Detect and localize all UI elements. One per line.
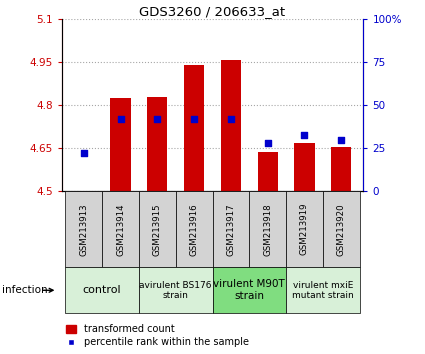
Text: GSM213918: GSM213918 bbox=[263, 203, 272, 256]
Text: GSM213916: GSM213916 bbox=[190, 203, 198, 256]
Bar bbox=[65, 267, 139, 313]
Text: control: control bbox=[83, 285, 122, 295]
Point bbox=[338, 137, 345, 143]
Bar bbox=[184, 65, 204, 191]
Bar bbox=[74, 190, 94, 191]
Text: virulent M90T
strain: virulent M90T strain bbox=[213, 279, 285, 301]
Text: GSM213919: GSM213919 bbox=[300, 203, 309, 256]
Point bbox=[191, 116, 198, 122]
Bar bbox=[286, 191, 323, 267]
Text: GSM213917: GSM213917 bbox=[227, 203, 235, 256]
Bar bbox=[221, 59, 241, 191]
Text: virulent mxiE
mutant strain: virulent mxiE mutant strain bbox=[292, 281, 354, 300]
Text: GSM213913: GSM213913 bbox=[79, 203, 88, 256]
Bar bbox=[139, 191, 176, 267]
Bar bbox=[212, 191, 249, 267]
Bar bbox=[176, 191, 212, 267]
Point bbox=[227, 116, 234, 122]
Point bbox=[80, 150, 87, 156]
Bar bbox=[102, 191, 139, 267]
Bar bbox=[249, 191, 286, 267]
Bar bbox=[139, 267, 212, 313]
Legend: transformed count, percentile rank within the sample: transformed count, percentile rank withi… bbox=[66, 325, 249, 347]
Bar bbox=[286, 267, 360, 313]
Point bbox=[301, 132, 308, 137]
Text: avirulent BS176
strain: avirulent BS176 strain bbox=[139, 281, 212, 300]
Bar bbox=[110, 98, 130, 191]
Bar bbox=[147, 97, 167, 191]
Bar bbox=[323, 191, 360, 267]
Text: GSM213920: GSM213920 bbox=[337, 203, 346, 256]
Text: infection: infection bbox=[2, 285, 48, 295]
Bar bbox=[212, 267, 286, 313]
Bar bbox=[331, 147, 351, 191]
Point bbox=[154, 116, 161, 122]
FancyArrowPatch shape bbox=[43, 289, 53, 292]
Point bbox=[117, 116, 124, 122]
Point bbox=[264, 140, 271, 146]
Text: GSM213914: GSM213914 bbox=[116, 203, 125, 256]
Bar bbox=[65, 191, 102, 267]
Bar bbox=[295, 143, 314, 191]
Text: GSM213915: GSM213915 bbox=[153, 203, 162, 256]
Title: GDS3260 / 206633_at: GDS3260 / 206633_at bbox=[139, 5, 286, 18]
Bar bbox=[258, 152, 278, 191]
